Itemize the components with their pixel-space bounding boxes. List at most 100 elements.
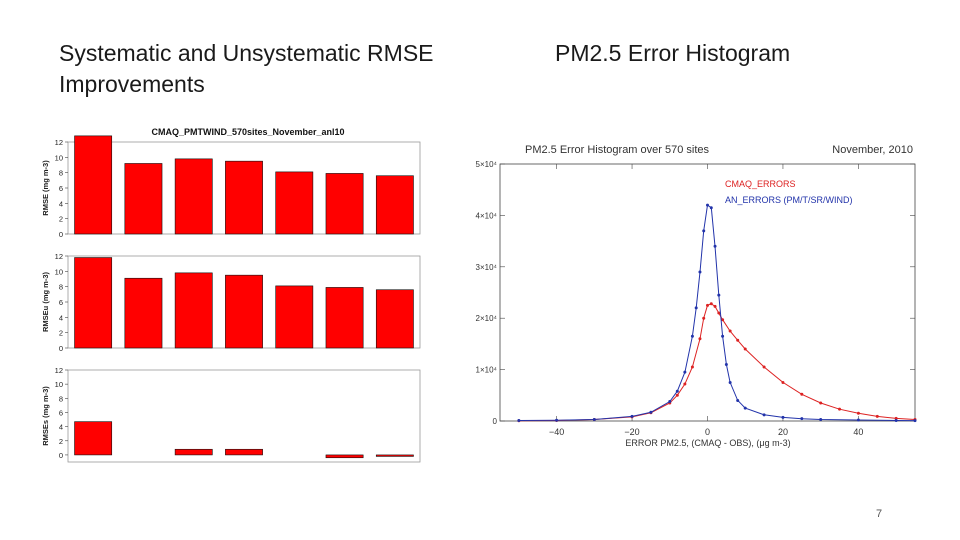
histogram-point: [706, 203, 709, 207]
histogram-point: [706, 303, 709, 307]
bar-y-tick-label: 12: [55, 138, 63, 147]
bar-panel-3: 0 2 4 6 8 10 12 RMSEs (mg m-3): [41, 366, 421, 463]
histogram-point: [717, 293, 721, 297]
histogram-point: [781, 415, 785, 419]
bar-pers: [124, 163, 163, 235]
bar-y-tick-label: 2: [59, 437, 63, 446]
histogram-point: [683, 382, 687, 386]
histogram-point: [724, 362, 728, 366]
histogram-plot-frame: [499, 163, 916, 422]
bar-7-day: [174, 448, 213, 456]
histogram-point: [800, 417, 804, 421]
page-number: 7: [876, 508, 883, 520]
bar-y-tick-label: 6: [59, 184, 63, 193]
bar-kfan: [375, 454, 414, 457]
histogram-point: [838, 407, 842, 411]
histogram-point: [555, 418, 559, 422]
bar-kf: [225, 274, 263, 349]
error-histogram-chart: PM2.5 Error Histogram over 570 sites Nov…: [476, 144, 917, 448]
bar-kfan: [375, 175, 414, 235]
bar-y-tick-label: 4: [59, 313, 63, 322]
histogram-point: [800, 392, 804, 396]
histogram-point: [717, 311, 721, 315]
bar-y-tick-label: 0: [59, 344, 63, 353]
bar-raw: [74, 257, 113, 349]
histogram-y-tick-label: 5×10⁴: [476, 160, 498, 169]
bar-y-tick-label: 4: [59, 423, 63, 432]
bar-7-day: [174, 158, 213, 235]
histogram-y-tick-label: 4×10⁴: [476, 211, 498, 220]
histogram-series-2: [517, 203, 917, 423]
bar-y-tick-label: 6: [59, 408, 63, 417]
histogram-legend-entry: CMAQ_ERRORS: [725, 179, 796, 189]
histogram-point: [713, 244, 717, 248]
histogram-point: [690, 365, 694, 369]
histogram-point: [736, 338, 740, 342]
bar-y-tick-label: 6: [59, 298, 63, 307]
bar-y-tick-label: 2: [59, 329, 63, 338]
histogram-point: [702, 316, 706, 320]
bar-kfas: [275, 171, 314, 235]
left-slide-title: Systematic and Unsystematic RMSE Improve…: [59, 40, 434, 97]
histogram-x-tick-label: 0: [705, 427, 710, 437]
histogram-point: [517, 418, 521, 422]
right-slide-title: PM2.5 Error Histogram: [555, 40, 791, 66]
histogram-series-1: [517, 302, 917, 423]
histogram-series-line: [518, 204, 916, 422]
bar-kf: [225, 160, 263, 235]
histogram-y-tick-label: 2×10⁴: [476, 314, 498, 323]
bar-pers: [124, 277, 163, 349]
bar-y-tick-label: 8: [59, 394, 63, 403]
histogram-point: [819, 401, 823, 405]
bar-kfan: [375, 289, 414, 349]
bar-y-tick-label: 8: [59, 283, 63, 292]
bar-raw: [74, 421, 113, 456]
histogram-point: [694, 306, 698, 310]
histogram-point: [721, 334, 725, 338]
histogram-point: [762, 413, 766, 417]
histogram-point: [728, 329, 732, 333]
bar-an: [325, 287, 364, 349]
histogram-x-tick-label: −20: [624, 427, 639, 437]
histogram-point: [736, 398, 740, 402]
histogram-point: [630, 414, 634, 418]
histogram-point: [649, 410, 653, 414]
histogram-x-axis-label: ERROR PM2.5, (CMAQ - OBS), (μg m-3): [625, 438, 790, 448]
histogram-point: [743, 406, 747, 410]
histogram-point: [819, 417, 823, 421]
histogram-point: [743, 347, 747, 351]
bar-panel-1: 0 2 4 6 8 10 12 RMSE (mg m-3): [41, 135, 421, 239]
histogram-point: [709, 302, 713, 306]
histogram-point: [728, 380, 732, 384]
histogram-y-tick-label: 0: [493, 417, 498, 426]
histogram-point: [683, 370, 687, 374]
bar-y-tick-label: 10: [55, 380, 63, 389]
bar-y-tick-label: 0: [59, 451, 63, 460]
histogram-point: [698, 270, 702, 274]
histogram-point: [894, 416, 898, 420]
bar-raw: [74, 135, 113, 235]
histogram-title-date: November, 2010: [832, 144, 913, 156]
bar-panel-y-label: RMSEs (mg m-3): [41, 386, 50, 446]
bar-an: [325, 173, 364, 235]
histogram-point: [690, 334, 694, 338]
histogram-x-tick-label: 20: [778, 427, 788, 437]
histogram-point: [762, 365, 766, 369]
histogram-point: [875, 414, 879, 418]
histogram-point: [709, 206, 713, 210]
histogram-point: [856, 411, 860, 415]
histogram-point: [781, 380, 785, 384]
histogram-point: [913, 419, 917, 423]
bar-y-tick-label: 12: [55, 252, 63, 261]
bar-an: [325, 454, 364, 459]
bar-panel-y-label: RMSE (mg m-3): [41, 160, 50, 216]
histogram-y-tick-label: 1×10⁴: [476, 366, 498, 375]
histogram-point: [675, 393, 679, 397]
histogram-point: [668, 399, 672, 403]
rmse-bar-chart: CMAQ_PMTWIND_570sites_November_anl10 0 2 4…: [41, 127, 421, 463]
bar-chart-title: CMAQ_PMTWIND_570sites_November_anl10: [151, 127, 344, 137]
histogram-title: PM2.5 Error Histogram over 570 sites: [525, 144, 710, 156]
bar-y-tick-label: 8: [59, 169, 63, 178]
bar-y-tick-label: 10: [55, 153, 63, 162]
bar-panel-y-label: RMSEu (mg m-3): [41, 271, 50, 332]
